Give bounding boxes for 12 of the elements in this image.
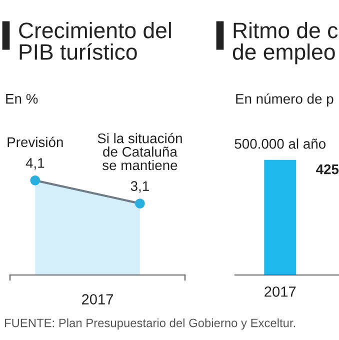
chart-subtitle: En número de p (236, 93, 334, 107)
text: Si la situación de Cataluña se mantiene (98, 132, 182, 170)
text: Previsión (8, 136, 63, 148)
chart-title: Ritmo de c de empleo (232, 22, 338, 64)
source-note: FUENTE: Plan Presupuestario del Gobierno y Exceltur. (4, 318, 296, 330)
annotation: 425 (316, 164, 339, 174)
x-axis-title: 2017 (82, 294, 113, 304)
chart-title: Crecimiento del PIB turístico (19, 22, 171, 60)
data-label: 4,1 (26, 158, 44, 170)
chart-subtitle: En % (6, 94, 38, 104)
data-label: 500.000 al año (234, 138, 326, 149)
data-label: 3,1 (130, 181, 149, 193)
